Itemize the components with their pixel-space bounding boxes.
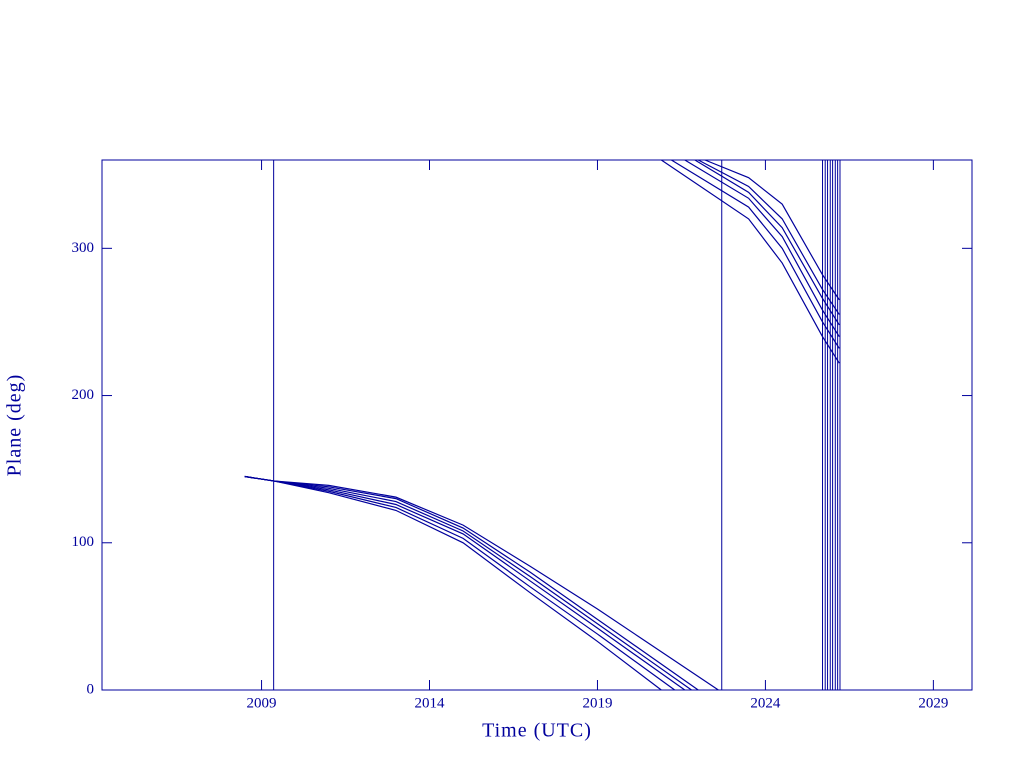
data-line: [244, 159, 840, 691]
x-axis-label: Time (UTC): [482, 720, 592, 742]
y-axis-label: Plane (deg): [4, 374, 26, 477]
y-tick-label: 200: [72, 387, 95, 403]
plot-frame: [101, 159, 973, 691]
x-tick-label: 2029: [918, 695, 948, 711]
data-line: [244, 159, 840, 691]
data-line: [244, 159, 840, 691]
x-tick-label: 2019: [582, 695, 612, 711]
y-tick-label: 100: [72, 534, 95, 550]
data-line: [244, 159, 840, 691]
y-tick-label: 0: [87, 681, 95, 697]
y-tick-label: 300: [72, 240, 95, 256]
x-tick-label: 2024: [750, 695, 781, 711]
data-line: [244, 159, 840, 691]
x-tick-label: 2009: [247, 695, 277, 711]
data-line: [244, 159, 840, 691]
x-tick-label: 2014: [415, 695, 446, 711]
